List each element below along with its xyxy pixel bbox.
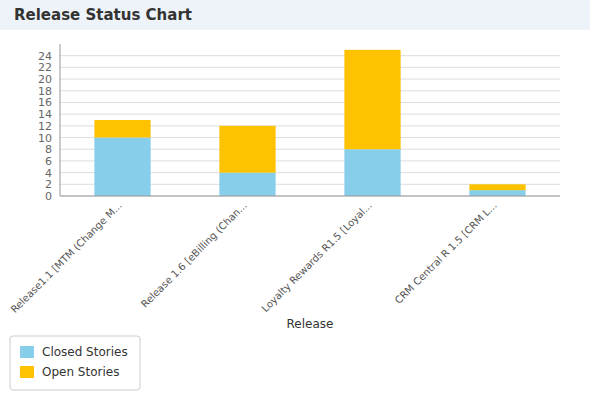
grid-line	[60, 90, 560, 91]
y-tick-label: 8	[45, 143, 52, 156]
y-axis-line	[60, 44, 61, 196]
chart-container: Release Status Chart02468101214161820222…	[0, 0, 590, 398]
grid-line	[60, 79, 560, 80]
bar-segment	[469, 190, 525, 196]
y-tick-label: 14	[38, 108, 52, 121]
title: Release Status Chart	[14, 6, 192, 24]
x-axis-line	[60, 196, 560, 197]
bar-segment	[219, 173, 275, 196]
bar-segment	[344, 50, 400, 149]
chart-svg: Release Status Chart02468101214161820222…	[0, 0, 590, 398]
x-tick-label: CRM Central R 1.5 [CRM L...	[393, 200, 499, 306]
bar-segment	[219, 126, 275, 173]
grid-line	[60, 114, 560, 115]
y-tick-label: 16	[38, 96, 52, 109]
x-tick-label: Release 1.6 [eBilling (Chan...	[139, 200, 249, 310]
y-tick-label: 4	[45, 167, 52, 180]
legend-swatch	[20, 366, 34, 378]
bars	[94, 50, 525, 196]
y-tick-label: 2	[45, 178, 52, 191]
y-tick-label: 12	[38, 120, 52, 133]
y-tick-label: 10	[38, 132, 52, 145]
bar-segment	[94, 138, 150, 196]
x-axis-label: Release	[287, 317, 334, 331]
x-tick-label: Loyalty Rewards R1.5 [Loyal...	[260, 200, 374, 314]
bar-segment	[344, 149, 400, 196]
title-band	[0, 0, 590, 30]
bar-segment	[469, 184, 525, 190]
grid-line	[60, 102, 560, 103]
y-tick-label: 22	[38, 61, 52, 74]
y-tick-label: 0	[45, 190, 52, 203]
grid-line	[60, 67, 560, 68]
legend-label: Closed Stories	[42, 345, 128, 359]
legend-frame	[10, 336, 140, 390]
legend-swatch	[20, 346, 34, 358]
legend-label: Open Stories	[42, 365, 119, 379]
grid	[60, 56, 560, 196]
grid-line	[60, 55, 560, 56]
y-tick-label: 24	[38, 50, 52, 63]
grid-line	[60, 196, 560, 197]
bar-segment	[94, 120, 150, 138]
y-tick-label: 20	[38, 73, 52, 86]
y-tick-label: 18	[38, 85, 52, 98]
x-tick-label: Release1.1 [MTM (Change M...	[9, 200, 124, 315]
legend: Closed Stories Open Stories	[10, 336, 140, 390]
y-tick-label: 6	[45, 155, 52, 168]
